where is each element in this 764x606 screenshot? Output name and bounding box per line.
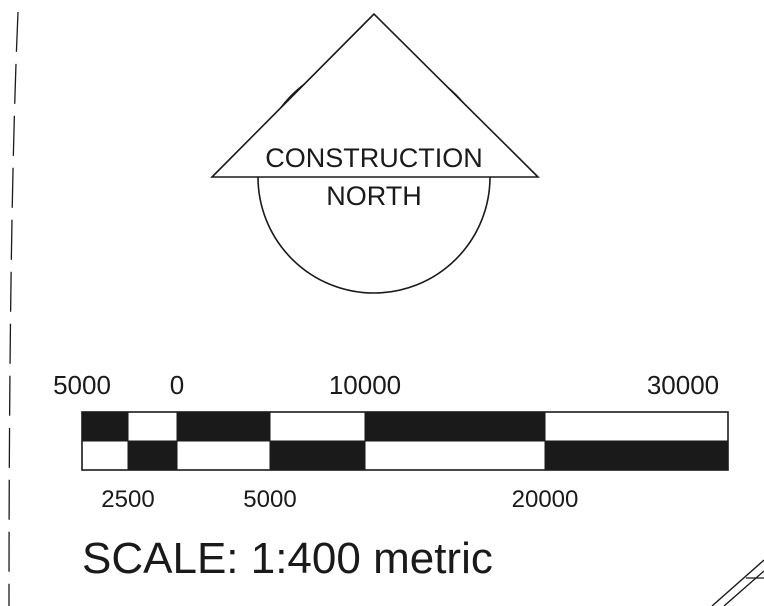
scale-bar-top-segment-1 <box>81 411 129 442</box>
left-boundary-line <box>8 11 19 606</box>
north-arrow-label-line1: CONSTRUCTION <box>265 143 483 173</box>
scale-bar-top-segment-4 <box>269 411 366 442</box>
north-arrow-label-line2: NORTH <box>326 181 422 211</box>
scale-bar-outline <box>81 411 729 471</box>
scale-bar-bottom-segment-6 <box>544 440 729 471</box>
scale-bar-bottom-segment-3 <box>176 440 271 471</box>
scale-bar-top-segment-5 <box>364 411 546 442</box>
scale-label-top-5000: 5000 <box>53 370 111 400</box>
scale-label-bottom-5000: 5000 <box>243 486 296 513</box>
corner-linework <box>711 559 764 606</box>
scale-label-bottom-2500: 2500 <box>101 486 154 513</box>
scale-bar: 5000 0 10000 30000 2500 5000 20000 <box>53 370 729 513</box>
north-arrow-symbol: CONSTRUCTION NORTH <box>210 12 540 294</box>
scale-title: SCALE: 1:400 metric <box>82 534 493 583</box>
scale-bar-bottom-row <box>81 440 729 471</box>
scale-bar-bottom-segment-4 <box>269 440 366 471</box>
scale-bar-top-row <box>81 411 729 442</box>
north-arrow-triangle <box>210 12 540 178</box>
scale-label-bottom-20000: 20000 <box>512 486 579 513</box>
scale-label-top-10000: 10000 <box>329 370 401 400</box>
scale-label-top-0: 0 <box>170 370 184 400</box>
scale-label-top-30000: 30000 <box>647 370 719 400</box>
scale-bar-top-segment-3 <box>176 411 271 442</box>
scale-bar-top-segment-2 <box>127 411 178 442</box>
scale-bar-bottom-segment-2 <box>127 440 178 471</box>
scale-bar-bottom-segment-1 <box>81 440 129 471</box>
scale-bar-bottom-segment-5 <box>364 440 546 471</box>
scale-bar-top-segment-6 <box>544 411 729 442</box>
